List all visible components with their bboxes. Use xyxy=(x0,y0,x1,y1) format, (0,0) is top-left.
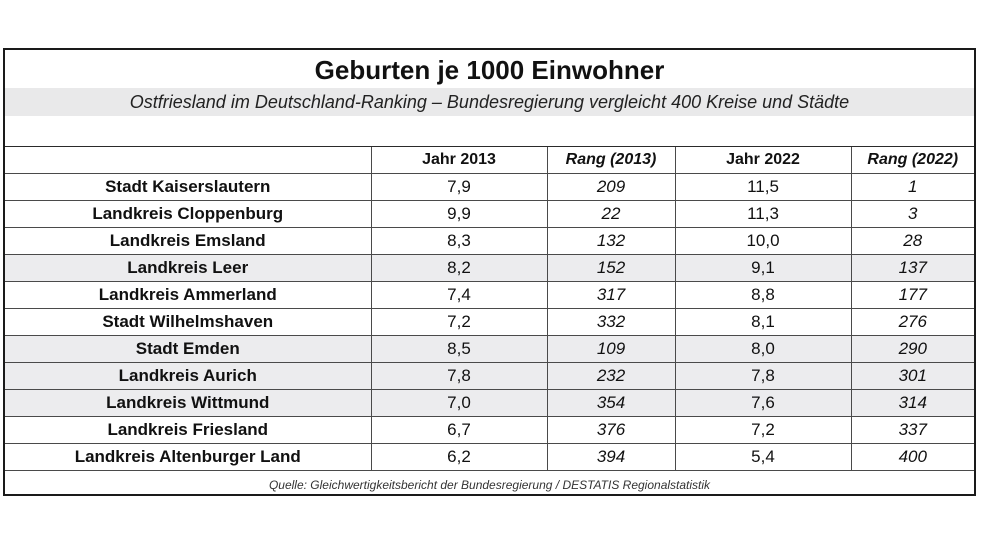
table-row: Landkreis Ammerland 7,4 317 8,8 177 xyxy=(5,281,974,309)
births-2013: 9,9 xyxy=(370,200,547,228)
region-name: Landkreis Friesland xyxy=(5,416,371,444)
region-name: Stadt Wilhelmshaven xyxy=(5,308,371,336)
rank-2022: 337 xyxy=(850,416,974,444)
table-row: Stadt Emden 8,5 109 8,0 290 xyxy=(5,335,974,363)
page-subtitle: Ostfriesland im Deutschland-Ranking – Bu… xyxy=(5,88,974,116)
table-row: Landkreis Wittmund 7,0 354 7,6 314 xyxy=(5,389,974,417)
table-row: Landkreis Aurich 7,8 232 7,8 301 xyxy=(5,362,974,390)
region-name: Landkreis Ammerland xyxy=(5,281,371,309)
rank-2013: 109 xyxy=(546,335,675,363)
births-2013: 7,9 xyxy=(370,173,547,201)
rank-2013: 394 xyxy=(546,443,675,471)
table-header-row: Jahr 2013 Rang (2013) Jahr 2022 Rang (20… xyxy=(5,146,974,174)
table-frame: Geburten je 1000 Einwohner Ostfriesland … xyxy=(3,48,976,496)
region-name: Landkreis Leer xyxy=(5,254,371,282)
page-title: Geburten je 1000 Einwohner xyxy=(314,55,665,85)
births-2022: 7,8 xyxy=(674,362,851,390)
rank-2013: 332 xyxy=(546,308,675,336)
births-2022: 7,6 xyxy=(674,389,851,417)
births-2022: 5,4 xyxy=(674,443,851,471)
table-row: Landkreis Altenburger Land 6,2 394 5,4 4… xyxy=(5,443,974,471)
births-2013: 7,0 xyxy=(370,389,547,417)
table-row: Stadt Kaiserslautern 7,9 209 11,5 1 xyxy=(5,173,974,201)
births-2013: 6,2 xyxy=(370,443,547,471)
table-row: Landkreis Emsland 8,3 132 10,0 28 xyxy=(5,227,974,255)
rank-2013: 22 xyxy=(546,200,675,228)
rank-2013: 209 xyxy=(546,173,675,201)
column-header-rank-2022: Rang (2022) xyxy=(850,146,974,174)
region-name: Stadt Kaiserslautern xyxy=(5,173,371,201)
rank-2022: 177 xyxy=(850,281,974,309)
source-note: Quelle: Gleichwertigkeitsbericht der Bun… xyxy=(268,478,711,492)
region-name: Landkreis Cloppenburg xyxy=(5,200,371,228)
births-2013: 8,2 xyxy=(370,254,547,282)
column-header-year-2022: Jahr 2022 xyxy=(674,146,851,174)
births-2013: 7,8 xyxy=(370,362,547,390)
region-name: Landkreis Altenburger Land xyxy=(5,443,371,471)
rank-2013: 354 xyxy=(546,389,675,417)
table-row: Landkreis Friesland 6,7 376 7,2 337 xyxy=(5,416,974,444)
table-row: Landkreis Cloppenburg 9,9 22 11,3 3 xyxy=(5,200,974,228)
births-2013: 8,5 xyxy=(370,335,547,363)
rank-2022: 314 xyxy=(850,389,974,417)
rank-2013: 376 xyxy=(546,416,675,444)
births-2022: 11,5 xyxy=(674,173,851,201)
births-2022: 9,1 xyxy=(674,254,851,282)
births-2013: 7,2 xyxy=(370,308,547,336)
rank-2022: 1 xyxy=(850,173,974,201)
births-2022: 11,3 xyxy=(674,200,851,228)
rank-2022: 137 xyxy=(850,254,974,282)
births-2022: 8,1 xyxy=(674,308,851,336)
rank-2022: 276 xyxy=(850,308,974,336)
births-2022: 7,2 xyxy=(674,416,851,444)
rank-2022: 28 xyxy=(850,227,974,255)
rank-2022: 400 xyxy=(850,443,974,471)
region-name: Landkreis Aurich xyxy=(5,362,371,390)
rank-2022: 3 xyxy=(850,200,974,228)
rank-2013: 152 xyxy=(546,254,675,282)
ranking-table: Jahr 2013 Rang (2013) Jahr 2022 Rang (20… xyxy=(5,146,974,471)
births-2013: 8,3 xyxy=(370,227,547,255)
rank-2013: 232 xyxy=(546,362,675,390)
region-name: Stadt Emden xyxy=(5,335,371,363)
rank-2022: 290 xyxy=(850,335,974,363)
region-name: Landkreis Emsland xyxy=(5,227,371,255)
column-header-year-2013: Jahr 2013 xyxy=(370,146,547,174)
table-row: Landkreis Leer 8,2 152 9,1 137 xyxy=(5,254,974,282)
births-2022: 10,0 xyxy=(674,227,851,255)
births-2013: 7,4 xyxy=(370,281,547,309)
births-2013: 6,7 xyxy=(370,416,547,444)
rank-2022: 301 xyxy=(850,362,974,390)
births-2022: 8,0 xyxy=(674,335,851,363)
table-row: Stadt Wilhelmshaven 7,2 332 8,1 276 xyxy=(5,308,974,336)
region-name: Landkreis Wittmund xyxy=(5,389,371,417)
births-2022: 8,8 xyxy=(674,281,851,309)
rank-2013: 317 xyxy=(546,281,675,309)
column-header-rank-2013: Rang (2013) xyxy=(546,146,675,174)
rank-2013: 132 xyxy=(546,227,675,255)
column-header-region xyxy=(5,146,371,174)
